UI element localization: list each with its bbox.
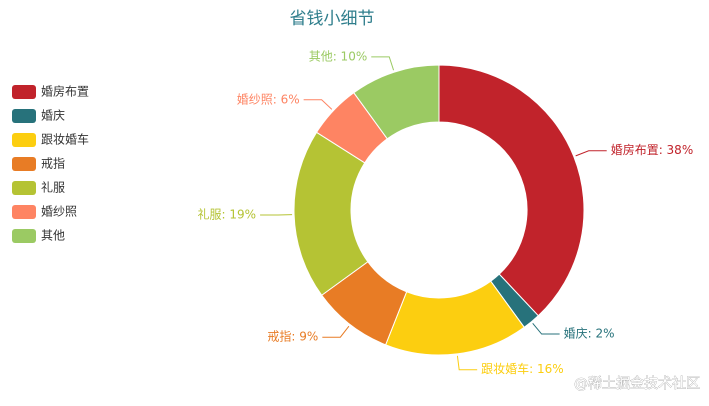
chart-title: 省钱小细节 (290, 9, 375, 29)
data-label: 戒指: 9% (267, 329, 318, 344)
legend-label[interactable]: 礼服 (41, 180, 65, 195)
legend-swatch[interactable] (12, 229, 36, 243)
legend-swatch[interactable] (12, 205, 36, 219)
label-leader (322, 325, 350, 338)
legend-swatch[interactable] (12, 85, 36, 99)
label-leader (575, 150, 607, 157)
data-label: 礼服: 19% (198, 207, 257, 222)
legend-swatch[interactable] (12, 109, 36, 123)
label-leader (456, 355, 478, 371)
donut-slice (353, 64, 440, 140)
legend-swatch[interactable] (12, 181, 36, 195)
legend-label[interactable]: 婚纱照 (41, 205, 77, 219)
data-label: 其他: 10% (309, 49, 368, 63)
label-leader (303, 99, 333, 110)
data-label: 婚纱照: 6% (237, 92, 300, 106)
watermark: @稀土掘金技术社区 (574, 376, 700, 392)
legend-label[interactable]: 其他 (41, 229, 65, 243)
data-label: 婚庆: 2% (564, 327, 615, 341)
legend-swatch[interactable] (12, 133, 36, 147)
data-label: 跟妆婚车: 16% (481, 361, 564, 376)
data-label: 婚房布置: 38% (611, 142, 694, 157)
legend-label[interactable]: 婚庆 (41, 109, 65, 123)
legend-label[interactable]: 婚房布置 (41, 84, 89, 99)
label-leader (371, 56, 395, 71)
legend-label[interactable]: 跟妆婚车 (41, 132, 89, 147)
donut-slice (438, 64, 585, 317)
legend-swatch[interactable] (12, 157, 36, 171)
legend-label[interactable]: 戒指 (41, 156, 65, 171)
label-leader (532, 322, 560, 335)
